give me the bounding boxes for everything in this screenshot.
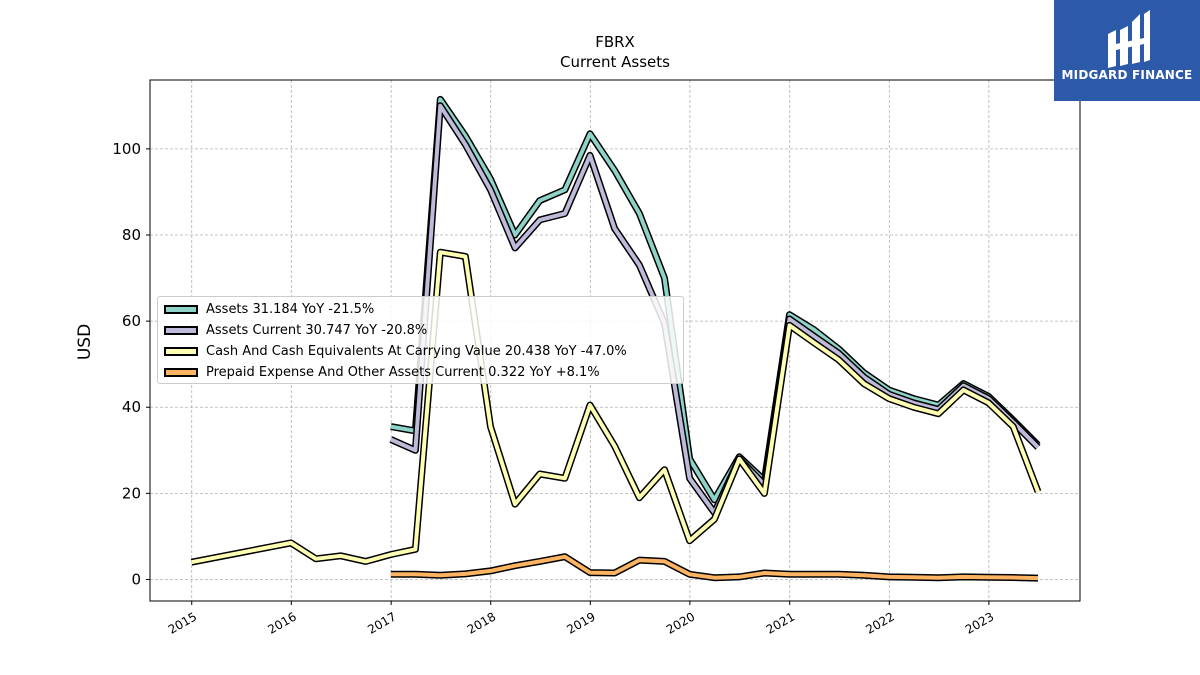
x-tick-label: 2017 bbox=[365, 609, 398, 636]
legend-label: Prepaid Expense And Other Assets Current… bbox=[206, 365, 600, 380]
x-tick-label: 2020 bbox=[664, 609, 697, 636]
series-line-0 bbox=[390, 97, 1040, 502]
legend-item: Cash And Cash Equivalents At Carrying Va… bbox=[164, 341, 683, 362]
x-tick-label: 2016 bbox=[265, 609, 298, 636]
y-tick-label: 20 bbox=[122, 484, 141, 502]
y-tick-label: 80 bbox=[122, 226, 141, 244]
legend-item: Assets 31.184 YoY -21.5% bbox=[164, 299, 683, 320]
logo-mark-icon bbox=[1108, 10, 1150, 68]
x-tick-label: 2015 bbox=[166, 609, 199, 636]
legend-swatch bbox=[164, 305, 198, 314]
series-lines bbox=[190, 95, 1042, 582]
legend-swatch bbox=[164, 326, 198, 335]
x-tick-label: 2022 bbox=[863, 609, 896, 636]
series-outline-3 bbox=[390, 553, 1039, 582]
y-tick-label: 40 bbox=[122, 398, 141, 416]
legend: Assets 31.184 YoY -21.5% Assets Current 3… bbox=[157, 296, 684, 384]
x-tick-label: 2018 bbox=[465, 609, 498, 636]
y-tick-label: 100 bbox=[112, 140, 141, 158]
chart-subtitle: Current Assets bbox=[560, 53, 670, 71]
y-tick-label: 0 bbox=[131, 570, 141, 588]
legend-label: Cash And Cash Equivalents At Carrying Va… bbox=[206, 344, 627, 359]
legend-item: Prepaid Expense And Other Assets Current… bbox=[164, 362, 683, 383]
x-tick-label: 2021 bbox=[764, 609, 797, 636]
legend-label: Assets 31.184 YoY -21.5% bbox=[206, 302, 375, 317]
logo-text: MIDGARD FINANCE bbox=[1061, 68, 1193, 82]
x-tick-label: 2019 bbox=[564, 609, 597, 636]
legend-swatch bbox=[164, 368, 198, 377]
series-line-3 bbox=[390, 554, 1039, 581]
legend-label: Assets Current 30.747 YoY -20.8% bbox=[206, 323, 428, 338]
series-line-2 bbox=[191, 250, 1040, 565]
chart-title: FBRX bbox=[595, 33, 635, 51]
plot-frame bbox=[149, 79, 1081, 602]
legend-swatch bbox=[164, 347, 198, 356]
x-tick-label: 2023 bbox=[963, 609, 996, 636]
y-axis-label: USD bbox=[75, 324, 95, 360]
legend-item: Assets Current 30.747 YoY -20.8% bbox=[164, 320, 683, 341]
y-tick-label: 60 bbox=[122, 312, 141, 330]
midgard-finance-logo: MIDGARD FINANCE bbox=[1054, 0, 1200, 101]
